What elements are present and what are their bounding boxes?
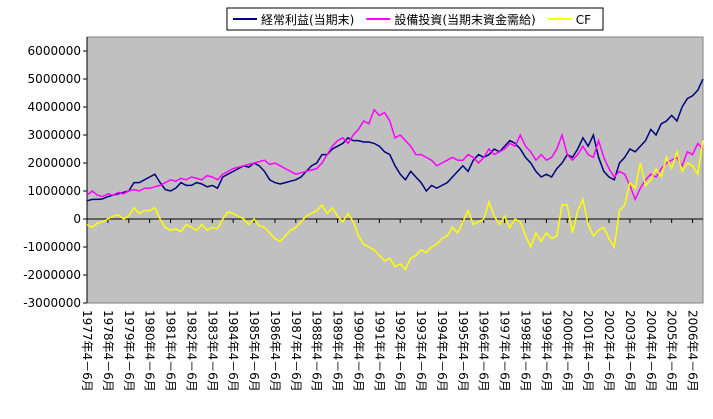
x-tick-label: 1978年4－6月 [101, 310, 115, 392]
x-tick-label: 1988年4－6月 [310, 310, 324, 392]
y-tick-label: 1000000 [28, 184, 81, 198]
x-tick-label: 1984年4－6月 [226, 310, 240, 392]
x-tick-label: 1981年4－6月 [164, 310, 178, 392]
y-tick-label: -2000000 [23, 268, 81, 282]
y-tick-label: 5000000 [28, 72, 81, 86]
x-tick-label: 1998年4－6月 [519, 310, 533, 392]
legend: 経常利益(当期末) 設備投資(当期末資金需給) CF [226, 7, 604, 31]
x-tick-label: 1992年4－6月 [393, 310, 407, 392]
y-tick-label: 0 [73, 212, 81, 226]
plot-area [86, 36, 704, 304]
x-tick-label: 2002年4－6月 [602, 310, 616, 392]
x-tick-label: 1995年4－6月 [456, 310, 470, 392]
x-tick-label: 1991年4－6月 [372, 310, 386, 392]
x-tick-label: 2004年4－6月 [644, 310, 658, 392]
legend-box [226, 7, 604, 31]
x-tick-label: 1989年4－6月 [331, 310, 345, 392]
legend-label: 設備投資(当期末資金需給) [394, 12, 535, 27]
x-tick-label: 1980年4－6月 [143, 310, 157, 392]
x-tick-label: 1983年4－6月 [205, 310, 219, 392]
y-tick-label: 6000000 [28, 44, 81, 58]
x-tick-label: 2005年4－6月 [665, 310, 679, 392]
x-tick-label: 1993年4－6月 [414, 310, 428, 392]
series-line [86, 78, 704, 202]
x-tick-label: 2003年4－6月 [623, 310, 637, 392]
x-tick-label: 1986年4－6月 [268, 310, 282, 392]
x-tick-label: 2000年4－6月 [560, 310, 574, 392]
x-tick-label: 1994年4－6月 [435, 310, 449, 392]
x-tick-label: 1979年4－6月 [122, 310, 136, 392]
y-tick-label: 3000000 [28, 128, 81, 142]
y-tick-label: -1000000 [23, 240, 81, 254]
x-tick-label: 1977年4－6月 [80, 310, 94, 392]
y-tick-label: 4000000 [28, 100, 81, 114]
series-line [86, 140, 704, 271]
x-tick-label: 1987年4－6月 [289, 310, 303, 392]
x-tick-label: 2001年4－6月 [581, 310, 595, 392]
x-tick-label: 1990年4－6月 [351, 310, 365, 392]
x-tick-label: 1996年4－6月 [477, 310, 491, 392]
x-tick-label: 1982年4－6月 [184, 310, 198, 392]
x-tick-label: 1999年4－6月 [539, 310, 553, 392]
legend-label: CF [576, 13, 591, 27]
legend-label: 経常利益(当期末) [261, 13, 354, 27]
series-line [86, 108, 704, 202]
y-tick-label: -3000000 [23, 296, 81, 310]
x-tick-label: 1985年4－6月 [247, 310, 261, 392]
x-tick-label: 1997年4－6月 [498, 310, 512, 392]
x-tick-label: 2006年4－6月 [686, 310, 700, 392]
y-tick-label: 2000000 [28, 156, 81, 170]
